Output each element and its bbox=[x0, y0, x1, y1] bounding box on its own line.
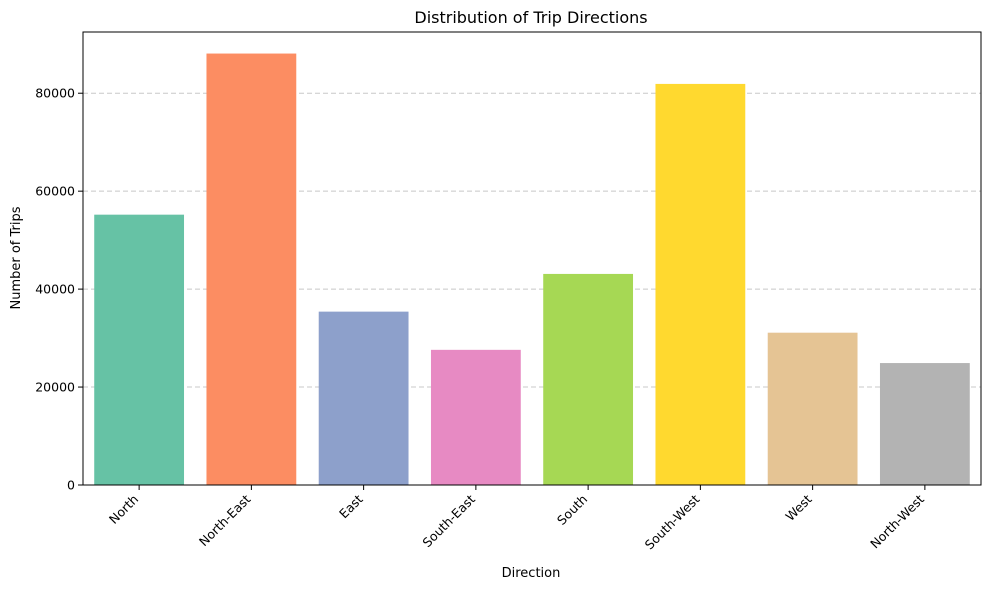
bar-north-west bbox=[879, 363, 970, 485]
bar-east bbox=[318, 311, 409, 485]
y-tick-label: 40000 bbox=[35, 282, 75, 297]
bar-west bbox=[767, 332, 858, 485]
bar-north-east bbox=[206, 53, 297, 486]
y-tick-label: 80000 bbox=[35, 86, 75, 101]
bar-north bbox=[94, 214, 185, 485]
x-tick-label: West bbox=[782, 491, 814, 523]
x-tick-label: North-East bbox=[196, 491, 254, 549]
plot-frame bbox=[82, 31, 982, 486]
y-tick-label: 20000 bbox=[35, 380, 75, 395]
x-tick-label: East bbox=[336, 491, 366, 521]
bars bbox=[94, 53, 970, 486]
x-tick-label: North bbox=[106, 492, 141, 527]
bar-south-east bbox=[430, 349, 521, 485]
y-axis: 0 20000 40000 60000 80000 bbox=[35, 86, 83, 493]
x-tick-label: South-West bbox=[642, 491, 703, 552]
x-axis: North North-East East South-East South South-… bbox=[106, 485, 927, 552]
x-axis-label: Direction bbox=[502, 566, 561, 581]
y-tick-label: 0 bbox=[67, 478, 75, 493]
x-tick-label: South bbox=[554, 492, 590, 528]
y-axis-label: Number of Trips bbox=[9, 206, 24, 309]
x-tick-label: South-East bbox=[419, 491, 478, 550]
chart-title: Distribution of Trip Directions bbox=[414, 8, 647, 27]
bar-south-west bbox=[655, 83, 746, 486]
bar-south bbox=[543, 273, 634, 485]
y-tick-label: 60000 bbox=[35, 184, 75, 199]
x-tick-label: North-West bbox=[867, 491, 927, 551]
